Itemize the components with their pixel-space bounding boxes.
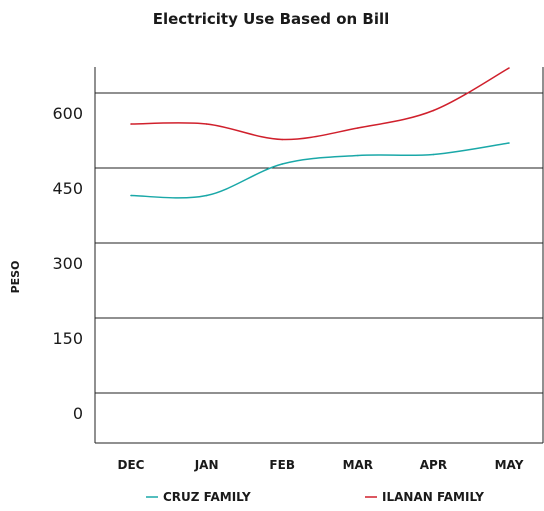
data-point-cruz-family-5 (508, 142, 510, 144)
data-point-ilanan-family-1 (205, 123, 208, 125)
data-point-cruz-family-0 (130, 194, 132, 197)
series-line-ilanan-family (130, 67, 510, 141)
legend-label-ilanan-family: ILANAN FAMILY (382, 490, 484, 504)
x-tick-label-may: MAY (495, 458, 524, 472)
y-axis-label: PESO (9, 261, 22, 294)
series-line-cruz-family (130, 142, 510, 199)
y-tick-label-150: 150 (52, 329, 83, 348)
data-point-cruz-family-2 (281, 163, 284, 165)
legend-item-ilanan-family: ILANAN FAMILY (365, 490, 484, 504)
data-point-ilanan-family-3 (357, 127, 359, 129)
axis-layer (94, 67, 544, 444)
y-tick-label-450: 450 (52, 179, 83, 198)
series-layer (130, 67, 510, 199)
x-tick-label-dec: DEC (118, 458, 145, 472)
y-tick-label-0: 0 (73, 404, 83, 423)
chart-title: Electricity Use Based on Bill (153, 10, 390, 28)
legend: CRUZ FAMILY ILANAN FAMILY (146, 490, 484, 504)
grid-layer (95, 92, 543, 394)
data-point-cruz-family-4 (432, 153, 435, 156)
x-tick-labels: DEC JAN FEB MAR APR MAY (118, 458, 524, 472)
y-tick-label-600: 600 (52, 104, 83, 123)
x-tick-label-jan: JAN (194, 458, 219, 472)
data-point-ilanan-family-5 (508, 67, 510, 69)
data-point-ilanan-family-4 (432, 109, 435, 112)
x-tick-label-feb: FEB (269, 458, 295, 472)
x-tick-label-mar: MAR (343, 458, 373, 472)
legend-label-cruz-family: CRUZ FAMILY (163, 490, 251, 504)
data-point-cruz-family-3 (357, 154, 359, 157)
y-tick-label-300: 300 (52, 254, 83, 273)
legend-item-cruz-family: CRUZ FAMILY (146, 490, 251, 504)
data-point-cruz-family-1 (205, 194, 208, 197)
data-point-ilanan-family-0 (130, 123, 132, 125)
data-point-ilanan-family-2 (281, 138, 284, 141)
y-tick-labels: 0 150 300 450 600 (52, 104, 83, 423)
x-tick-label-apr: APR (420, 458, 447, 472)
